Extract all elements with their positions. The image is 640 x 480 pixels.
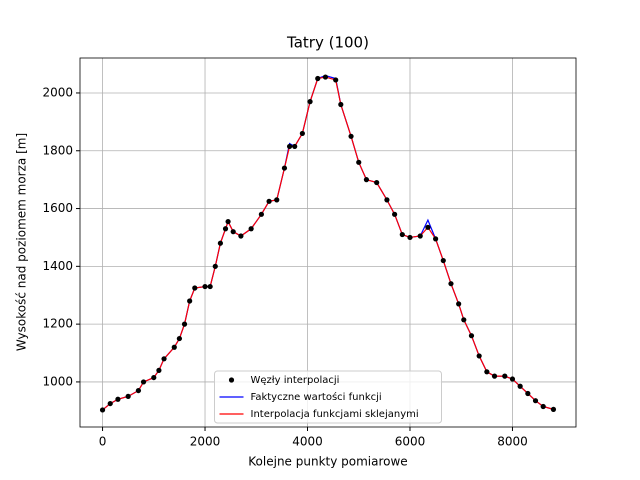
y-tick-label: 1000 (42, 374, 73, 388)
data-point (348, 133, 354, 139)
data-point (433, 236, 439, 242)
data-point (151, 374, 157, 381)
legend-label: Interpolacja funkcjami sklejanymi (251, 409, 419, 420)
data-point (484, 369, 490, 375)
data-point (338, 101, 344, 108)
data-point (417, 233, 423, 239)
data-point (212, 263, 218, 269)
y-tick-label: 1400 (42, 259, 73, 273)
data-point (517, 383, 523, 389)
x-tick-label: 0 (99, 435, 107, 449)
data-line (102, 76, 554, 411)
data-point (384, 197, 390, 203)
data-point (407, 234, 413, 241)
data-point (115, 396, 121, 402)
data-point (399, 231, 405, 238)
data-point (550, 406, 557, 412)
data-line (102, 74, 554, 411)
legend: Węzły interpolacji Faktyczne wartości fun… (214, 370, 442, 424)
data-point (532, 398, 539, 404)
data-point (125, 393, 131, 399)
x-tick-label: 4000 (292, 435, 323, 449)
chart-title: Tatry (100) (286, 34, 369, 52)
legend-box (214, 370, 442, 424)
x-tick-label: 8000 (497, 435, 528, 449)
data-point (333, 77, 339, 83)
data-point (540, 403, 546, 410)
data-point (322, 74, 329, 80)
y-axis-label: Wysokość nad poziomem morza [m] (15, 133, 29, 351)
legend-marker (228, 377, 235, 383)
data-point (315, 75, 321, 82)
x-axis-label: Kolejne punkty pomiarowe (248, 455, 407, 469)
data-point (461, 317, 467, 323)
data-point (440, 257, 446, 264)
data-point (192, 285, 198, 291)
data-point (286, 143, 293, 150)
data-point (392, 211, 398, 217)
data-point (156, 367, 162, 373)
data-point (456, 301, 462, 307)
data-point (292, 143, 298, 150)
data-point (181, 321, 188, 327)
data-point (274, 197, 280, 203)
plot-frame (79, 57, 577, 428)
y-tick-label: 1800 (42, 143, 73, 157)
data-point (468, 333, 475, 339)
y-tick-label: 2000 (42, 85, 73, 99)
x-tick-label: 6000 (395, 435, 426, 449)
data-point (374, 179, 380, 186)
data-point (448, 281, 454, 287)
y-tick-label: 1200 (42, 317, 73, 331)
data-point (258, 211, 264, 217)
data-point (525, 390, 531, 397)
data-point (509, 376, 516, 382)
data-point (176, 335, 183, 342)
data-point (363, 177, 370, 183)
data-point (107, 400, 113, 407)
data-point (202, 283, 208, 290)
y-tick-label: 1600 (42, 201, 73, 215)
data-point (161, 356, 167, 362)
legend-label: Faktyczne wartości funkcji (251, 391, 382, 403)
x-tick-label: 2000 (190, 435, 221, 449)
data-point (171, 344, 177, 350)
data-point (238, 233, 244, 239)
data-point (135, 387, 142, 394)
data-point (225, 218, 231, 225)
legend-label: Węzły interpolacji (251, 375, 340, 386)
data-point (266, 198, 272, 204)
data-point (425, 224, 431, 230)
data-point (140, 379, 147, 385)
data-point (248, 226, 254, 232)
data-point (281, 165, 288, 171)
data-point (299, 130, 305, 137)
data-point (502, 373, 508, 379)
data-point (476, 353, 482, 359)
data-point (207, 283, 213, 290)
data-point (217, 240, 223, 246)
data-point (222, 226, 229, 232)
data-point (491, 373, 498, 379)
data-point (356, 159, 362, 165)
data-point (307, 99, 313, 105)
data-point (99, 407, 106, 413)
data-point (230, 229, 236, 235)
data-point (187, 298, 193, 304)
